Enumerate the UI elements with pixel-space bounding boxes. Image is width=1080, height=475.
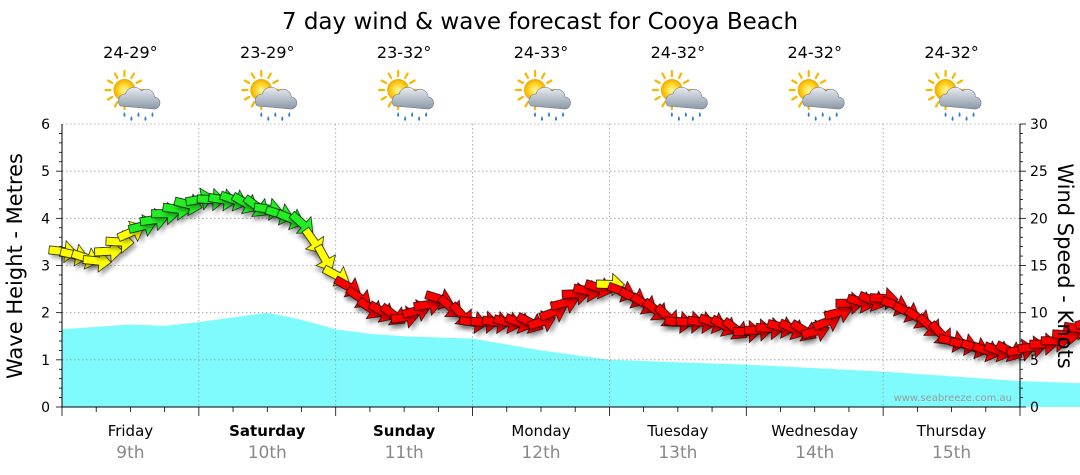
day-date-label: 14th [795, 443, 834, 463]
sun-cloud-rain-icon [241, 69, 298, 121]
y-tick-right-label: 20 [1030, 211, 1048, 227]
y-tick-left-label: 3 [41, 259, 50, 275]
y-tick-left-label: 5 [41, 164, 50, 180]
daily-temperature-range: 24-32° [651, 43, 706, 62]
day-date-label: 11th [385, 443, 424, 463]
daily-temperature-range: 24-32° [924, 43, 979, 62]
sun-cloud-rain-icon [514, 69, 571, 121]
sun-cloud-rain-icon [378, 69, 434, 121]
y-tick-right-label: 10 [1030, 306, 1048, 322]
day-name-label: Monday [511, 422, 570, 440]
day-date-label: 9th [116, 443, 144, 463]
y-tick-right-label: 15 [1030, 259, 1048, 275]
y-axis-right-title: Wind Speed - Knots [1053, 163, 1077, 368]
y-tick-left-label: 6 [41, 117, 50, 133]
chart-axes: 0 1 2 3 4 5 6 0 5 10 15 20 25 30 Friday 9th Saturday 10th… [41, 117, 1048, 463]
sun-cloud-rain-icon [925, 69, 982, 121]
day-date-label: 15th [932, 443, 971, 463]
y-axis-left-title: Wave Height - Metres [3, 153, 27, 379]
y-tick-right-label: 25 [1030, 164, 1048, 180]
y-tick-left-label: 4 [41, 211, 50, 227]
day-name-label: Thursday [916, 422, 987, 440]
y-tick-right-label: 0 [1030, 400, 1039, 416]
chart-grid [62, 123, 1020, 407]
daily-temperature-range: 23-32° [377, 43, 432, 62]
sun-cloud-rain-icon [651, 69, 708, 121]
day-name-label: Tuesday [646, 422, 708, 440]
y-tick-left-label: 0 [41, 400, 50, 416]
day-name-label: Wednesday [771, 422, 858, 440]
daily-temperature-range: 23-29° [240, 43, 295, 62]
chart-title: 7 day wind & wave forecast for Cooya Bea… [282, 9, 798, 35]
day-name-label: Friday [108, 422, 154, 440]
day-date-label: 12th [521, 443, 560, 463]
sun-cloud-rain-icon [104, 69, 161, 121]
daily-temperature-range: 24-29° [103, 43, 158, 62]
y-tick-left-label: 2 [41, 306, 50, 322]
day-name-label: Sunday [373, 422, 436, 440]
daily-temperature-range: 24-32° [787, 43, 842, 62]
day-date-label: 13th [658, 443, 697, 463]
watermark: www.seabreeze.com.au [894, 393, 1012, 404]
sun-cloud-rain-icon [788, 69, 845, 121]
day-name-label: Saturday [229, 422, 306, 440]
y-tick-right-label: 30 [1030, 117, 1048, 133]
wind-speed-series [48, 187, 1080, 363]
daily-forecast-header: 24-29° 23-29° 23-32° 24-33° 24-32° 24-32° 24-3… [103, 43, 982, 121]
day-date-label: 10th [248, 443, 287, 463]
daily-temperature-range: 24-33° [514, 43, 569, 62]
y-tick-left-label: 1 [41, 353, 50, 369]
y-tick-right-label: 5 [1030, 353, 1039, 369]
wind-arrow [314, 243, 336, 272]
